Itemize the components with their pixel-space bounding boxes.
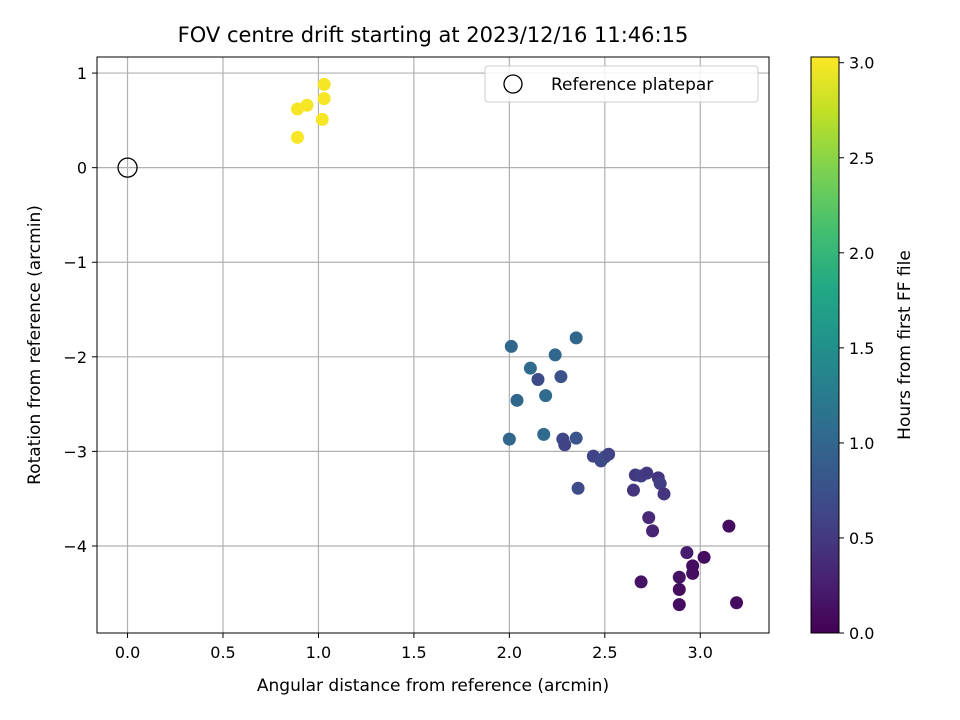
scatter-point: [680, 546, 694, 560]
scatter-point: [569, 431, 583, 445]
scatter-point: [510, 393, 524, 407]
scatter-point: [315, 112, 329, 126]
scatter-point: [672, 598, 686, 612]
colorbar: 0.0 0.5 1.0 1.5 2.0 2.5 3.0 Hours from first F…: [810, 54, 915, 643]
scatter-point: [290, 102, 304, 116]
chart-title: FOV centre drift starting at 2023/12/16 …: [178, 23, 689, 47]
scatter-point: [642, 511, 656, 525]
colorbar-tick-label: 1.0: [849, 434, 874, 453]
scatter-point: [523, 361, 537, 375]
y-tick-label: −3: [63, 442, 87, 461]
scatter-point: [730, 596, 744, 610]
x-axis-label: Angular distance from reference (arcmin): [257, 676, 609, 696]
scatter-point: [657, 487, 671, 501]
grid-lines: [97, 57, 769, 633]
scatter-point: [317, 77, 331, 91]
plot-frame: [96, 56, 770, 634]
scatter-point: [602, 447, 616, 461]
scatter-point: [697, 550, 711, 564]
scatter-point: [653, 477, 667, 491]
y-axis-label: Rotation from reference (arcmin): [25, 205, 45, 485]
scatter-point: [558, 438, 572, 452]
scatter-point: [539, 389, 553, 403]
legend-box: [484, 65, 759, 103]
x-tick-label: 3.0: [688, 643, 713, 662]
colorbar-tick-label: 0.5: [849, 529, 874, 548]
colorbar-label: Hours from first FF file: [895, 250, 915, 440]
scatter-point: [722, 519, 736, 533]
y-tick-label: 0: [77, 159, 87, 178]
scatter-point: [317, 92, 331, 106]
y-tick-label: −2: [63, 348, 87, 367]
colorbar-tick-label: 2.0: [849, 244, 874, 263]
scatter-point: [571, 481, 585, 495]
scatter-point: [640, 466, 654, 480]
scatter-point: [531, 373, 545, 387]
scatter-point: [290, 130, 304, 144]
x-tick-label: 1.0: [306, 643, 331, 662]
colorbar-tick-label: 0.0: [849, 624, 874, 643]
y-tick-label: 1: [77, 64, 87, 83]
colorbar-gradient: [810, 56, 840, 634]
x-tick-label: 0.5: [210, 643, 235, 662]
colorbar-ticks: 0.0 0.5 1.0 1.5 2.0 2.5 3.0: [839, 54, 874, 643]
scatter-point: [626, 483, 640, 497]
scatter-point: [672, 582, 686, 596]
scatter-point: [646, 524, 660, 538]
scatter-points: [117, 77, 744, 612]
x-tick-label: 2.0: [497, 643, 522, 662]
scatter-point: [554, 370, 568, 384]
colorbar-tick-label: 2.5: [849, 149, 874, 168]
y-axis-ticks: 1 0 −1 −2 −3 −4: [63, 64, 97, 556]
x-tick-label: 1.5: [401, 643, 426, 662]
scatter-point: [504, 339, 518, 353]
y-tick-label: −4: [63, 537, 87, 556]
x-axis-ticks: 0.0 0.5 1.0 1.5 2.0 2.5 3.0: [115, 633, 713, 662]
reference-marker: [117, 157, 138, 178]
legend: Reference platepar: [484, 65, 759, 103]
legend-marker: [503, 74, 523, 94]
y-tick-label: −1: [63, 253, 87, 272]
scatter-point: [537, 427, 551, 441]
colorbar-tick-label: 1.5: [849, 339, 874, 358]
legend-label: Reference platepar: [551, 75, 713, 95]
scatter-point: [569, 331, 583, 345]
x-tick-label: 0.0: [115, 643, 140, 662]
scatter-point: [672, 570, 686, 584]
x-tick-label: 2.5: [592, 643, 617, 662]
colorbar-tick-label: 3.0: [849, 54, 874, 73]
scatter-point: [634, 575, 648, 589]
scatter-point: [502, 432, 516, 446]
scatter-point: [686, 566, 700, 580]
scatter-point: [548, 348, 562, 362]
